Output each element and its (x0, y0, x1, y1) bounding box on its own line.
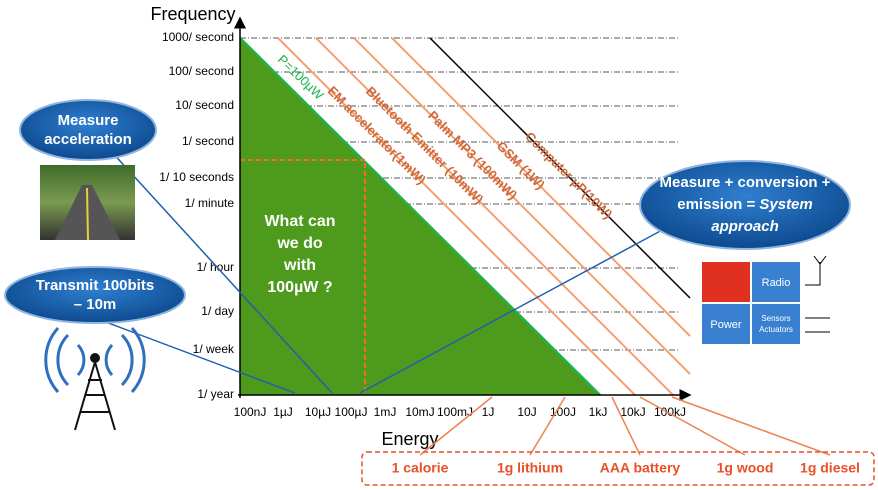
y-tick-label: 1/ year (197, 387, 234, 401)
power-line (277, 37, 636, 396)
question-line: 100µW ? (267, 279, 332, 296)
y-tick-label: 1/ minute (185, 196, 235, 210)
callout-text: approach (711, 218, 779, 235)
callout-text: Measure + conversion + (660, 174, 831, 191)
callout-text: System (759, 196, 812, 213)
power-line (391, 37, 691, 337)
block-icons (805, 255, 830, 333)
block (752, 304, 800, 344)
x-tick-label: 10mJ (405, 405, 434, 419)
x-tick-label: 100µJ (335, 405, 368, 419)
x-tick-label: 1J (482, 405, 495, 419)
energy-example: 1g lithium (497, 460, 563, 476)
x-tick-label: 1µJ (273, 405, 293, 419)
question-line: What can (264, 213, 335, 230)
grid: 1000/ second 100/ second 10/ second 1/ seco… (159, 30, 686, 419)
tower-icon (44, 327, 146, 393)
question: What can we do with 100µW ? (264, 213, 335, 296)
block-label: Radio (762, 277, 791, 289)
energy-example: 1 calorie (392, 460, 449, 476)
examples-box (361, 451, 875, 486)
block-label: Sensors (761, 314, 790, 323)
x-tick-label: 100nJ (234, 405, 267, 419)
system-blocks: Radio Power Sensors Actuators (702, 255, 830, 344)
power-line (353, 37, 691, 375)
y-tick-label: 1/ hour (197, 260, 234, 274)
y-tick-label: 10/ second (175, 98, 234, 112)
question-line: we do (276, 235, 323, 252)
y-tick-label: 100/ second (169, 64, 234, 78)
callout-text: acceleration (44, 131, 132, 148)
question-line: with (283, 257, 316, 274)
callout (4, 266, 186, 324)
connectors (94, 149, 691, 394)
callout-text: emission = System (677, 196, 813, 213)
callout-text: emission = (677, 196, 755, 213)
y-tick-label: 1000/ second (162, 30, 234, 44)
energy-example: 1g wood (717, 460, 774, 476)
power-line (429, 37, 691, 299)
dashed-marker (240, 159, 366, 395)
callout-text: – 10m (74, 296, 117, 313)
tower (74, 353, 116, 431)
x-tick-label: 10kJ (620, 405, 645, 419)
power-line (315, 37, 674, 396)
energy-example: 1g diesel (800, 460, 860, 476)
x-tick-label: 10J (517, 405, 536, 419)
block (702, 304, 750, 344)
x-tick-label: 1kJ (589, 405, 608, 419)
energy-title: Energy (381, 429, 438, 449)
x-tick-label: 1mJ (374, 405, 397, 419)
callout (639, 160, 851, 250)
callout-text: Transmit 100bits (36, 277, 154, 294)
y-tick-label: 1/ 10 seconds (159, 170, 234, 184)
y-tick-label: 1/ second (182, 134, 234, 148)
x-tick-label: 10µJ (305, 405, 331, 419)
block-label: Power (710, 319, 742, 331)
example-connectors (419, 396, 831, 456)
block (752, 262, 800, 302)
block (702, 262, 750, 302)
x-tick-label: 100J (550, 405, 576, 419)
callout (19, 99, 157, 161)
x-tick-label: 100mJ (437, 405, 473, 419)
callout-text: Measure (58, 112, 119, 129)
y-tick-label: 1/ day (201, 304, 234, 318)
y-tick-label: 1/ week (193, 342, 235, 356)
road-line (86, 187, 89, 241)
frequency-title: Frequency (150, 4, 235, 24)
block-label: Actuators (759, 325, 793, 334)
energy-example: AAA battery (600, 460, 681, 476)
energy-examples: 1 calorie 1g lithium AAA battery 1g wood 1g … (392, 460, 860, 476)
green-line (239, 37, 601, 396)
